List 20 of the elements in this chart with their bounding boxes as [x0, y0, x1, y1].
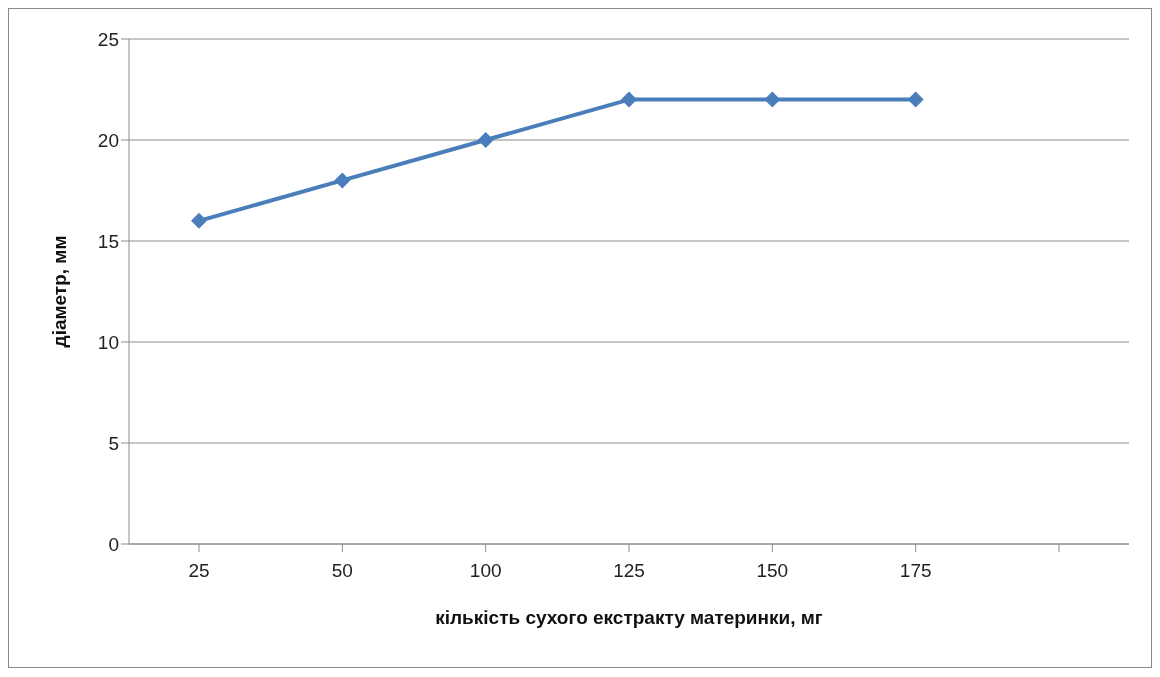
x-tick-label: 150 — [756, 560, 789, 582]
x-tick-label: 50 — [331, 560, 353, 582]
point — [907, 91, 924, 108]
y-tick-label: 5 — [108, 432, 119, 454]
y-tick-label: 10 — [97, 331, 119, 353]
y-tick-label: 0 — [108, 533, 119, 555]
x-tick-label: 25 — [188, 560, 210, 582]
point — [621, 91, 637, 108]
x-axis-title: кількість сухого екстракту материнки, мг — [435, 607, 823, 628]
x-tick-label: 175 — [899, 560, 932, 582]
point — [191, 212, 207, 229]
y-axis-title: діаметр, мм — [48, 235, 70, 348]
x-tick-label: 100 — [469, 560, 502, 582]
x-tick-label: 125 — [613, 560, 645, 582]
y-tick-label: 20 — [97, 129, 119, 151]
point — [334, 172, 351, 189]
y-tick-label: 25 — [97, 28, 119, 50]
point — [477, 132, 494, 148]
point — [764, 91, 781, 108]
y-tick-label: 15 — [97, 230, 119, 252]
